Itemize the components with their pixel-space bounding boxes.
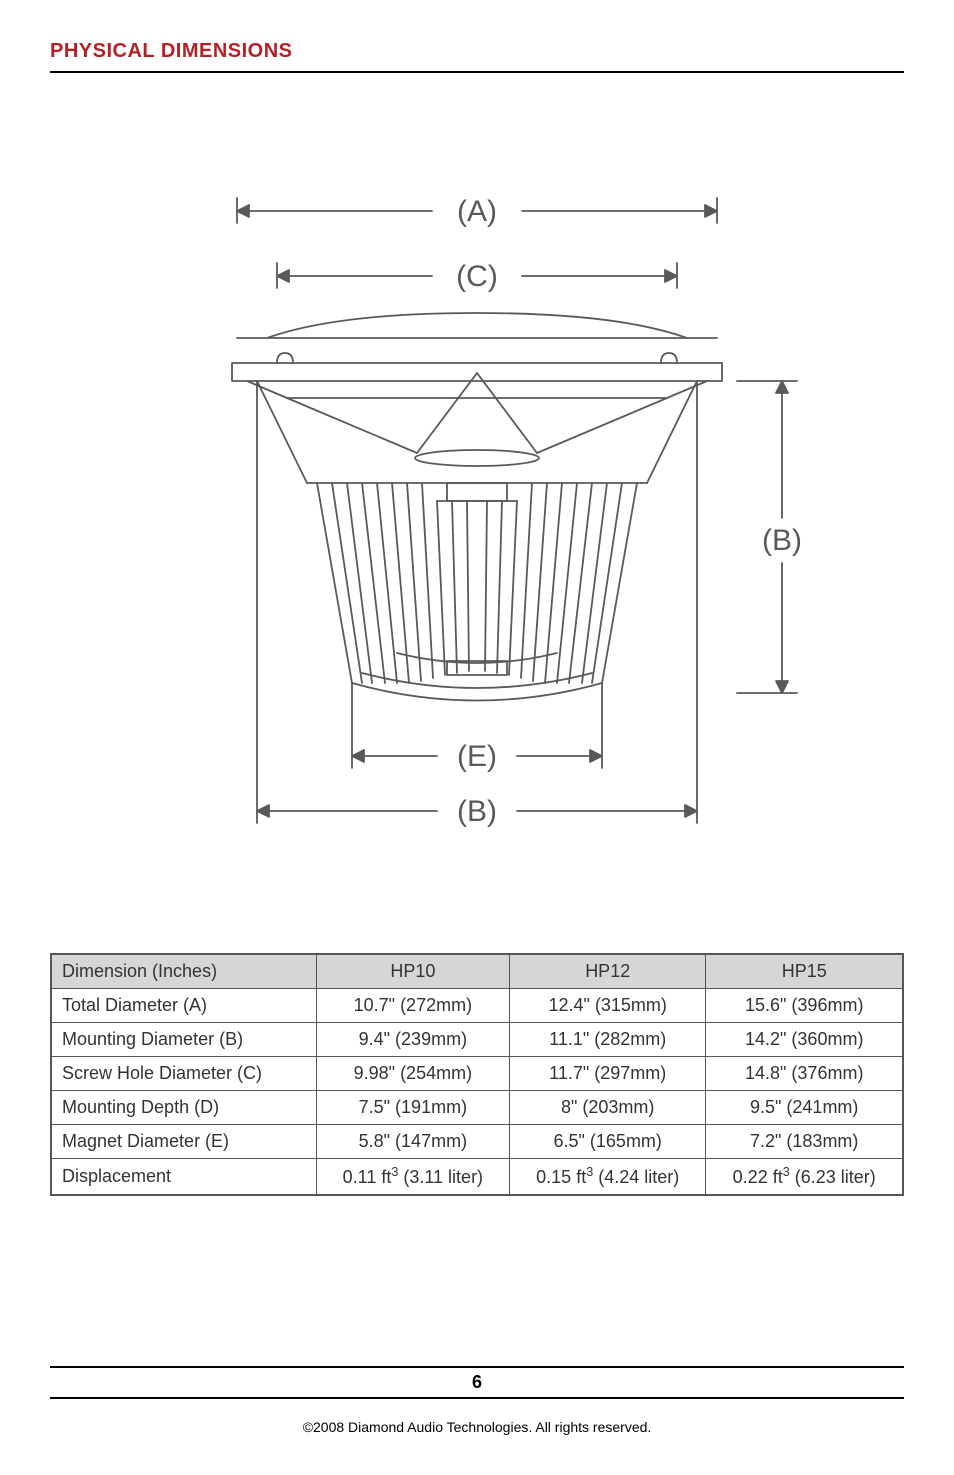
- label-c: (C): [456, 260, 498, 293]
- cell-hp15: 14.8" (376mm): [706, 1057, 903, 1091]
- table-row: Mounting Diameter (B)9.4" (239mm)11.1" (…: [51, 1023, 903, 1057]
- cell-hp15: 15.6" (396mm): [706, 989, 903, 1023]
- row-label: Total Diameter (A): [51, 989, 316, 1023]
- col-dimension: Dimension (Inches): [51, 954, 316, 989]
- row-label: Magnet Diameter (E): [51, 1125, 316, 1159]
- cell-hp15: 14.2" (360mm): [706, 1023, 903, 1057]
- table-row: Mounting Depth (D)7.5" (191mm)8" (203mm)…: [51, 1091, 903, 1125]
- cell-hp12: 11.7" (297mm): [509, 1057, 705, 1091]
- row-label: Displacement: [51, 1159, 316, 1196]
- heatsink-fins: [317, 483, 637, 683]
- diagram-container: (A) (C): [50, 163, 904, 863]
- table-row: Total Diameter (A)10.7" (272mm)12.4" (31…: [51, 989, 903, 1023]
- cell-hp12: 6.5" (165mm): [509, 1125, 705, 1159]
- footer-rule-bottom: [50, 1397, 904, 1399]
- cell-hp15: 9.5" (241mm): [706, 1091, 903, 1125]
- table-body: Total Diameter (A)10.7" (272mm)12.4" (31…: [51, 989, 903, 1196]
- label-b-right: (B): [762, 524, 802, 557]
- table-header-row: Dimension (Inches) HP10 HP12 HP15: [51, 954, 903, 989]
- cell-hp15: 7.2" (183mm): [706, 1125, 903, 1159]
- footer-rule-top: [50, 1366, 904, 1368]
- label-b-bottom: (B): [457, 795, 497, 828]
- section-title: PHYSICAL DIMENSIONS: [50, 40, 904, 63]
- table-row: Magnet Diameter (E)5.8" (147mm)6.5" (165…: [51, 1125, 903, 1159]
- row-label: Mounting Depth (D): [51, 1091, 316, 1125]
- speaker-diagram: (A) (C): [137, 163, 817, 863]
- cell-hp10: 7.5" (191mm): [316, 1091, 509, 1125]
- copyright: ©2008 Diamond Audio Technologies. All ri…: [50, 1419, 904, 1435]
- cell-hp10: 9.4" (239mm): [316, 1023, 509, 1057]
- col-hp12: HP12: [509, 954, 705, 989]
- table-row: Screw Hole Diameter (C)9.98" (254mm)11.7…: [51, 1057, 903, 1091]
- label-a: (A): [457, 195, 497, 228]
- cell-hp12: 8" (203mm): [509, 1091, 705, 1125]
- cell-hp12: 11.1" (282mm): [509, 1023, 705, 1057]
- title-divider: [50, 71, 904, 73]
- label-e: (E): [457, 740, 497, 773]
- page-footer: 6 ©2008 Diamond Audio Technologies. All …: [50, 1366, 904, 1435]
- cell-hp10: 9.98" (254mm): [316, 1057, 509, 1091]
- col-hp15: HP15: [706, 954, 903, 989]
- cell-hp10: 5.8" (147mm): [316, 1125, 509, 1159]
- cell-hp10: 0.11 ft3 (3.11 liter): [316, 1159, 509, 1196]
- cell-hp15: 0.22 ft3 (6.23 liter): [706, 1159, 903, 1196]
- col-hp10: HP10: [316, 954, 509, 989]
- row-label: Mounting Diameter (B): [51, 1023, 316, 1057]
- row-label: Screw Hole Diameter (C): [51, 1057, 316, 1091]
- cell-hp12: 0.15 ft3 (4.24 liter): [509, 1159, 705, 1196]
- cell-hp12: 12.4" (315mm): [509, 989, 705, 1023]
- dimensions-table: Dimension (Inches) HP10 HP12 HP15 Total …: [50, 953, 904, 1196]
- cell-hp10: 10.7" (272mm): [316, 989, 509, 1023]
- page-number: 6: [50, 1372, 904, 1393]
- table-row: Displacement0.11 ft3 (3.11 liter)0.15 ft…: [51, 1159, 903, 1196]
